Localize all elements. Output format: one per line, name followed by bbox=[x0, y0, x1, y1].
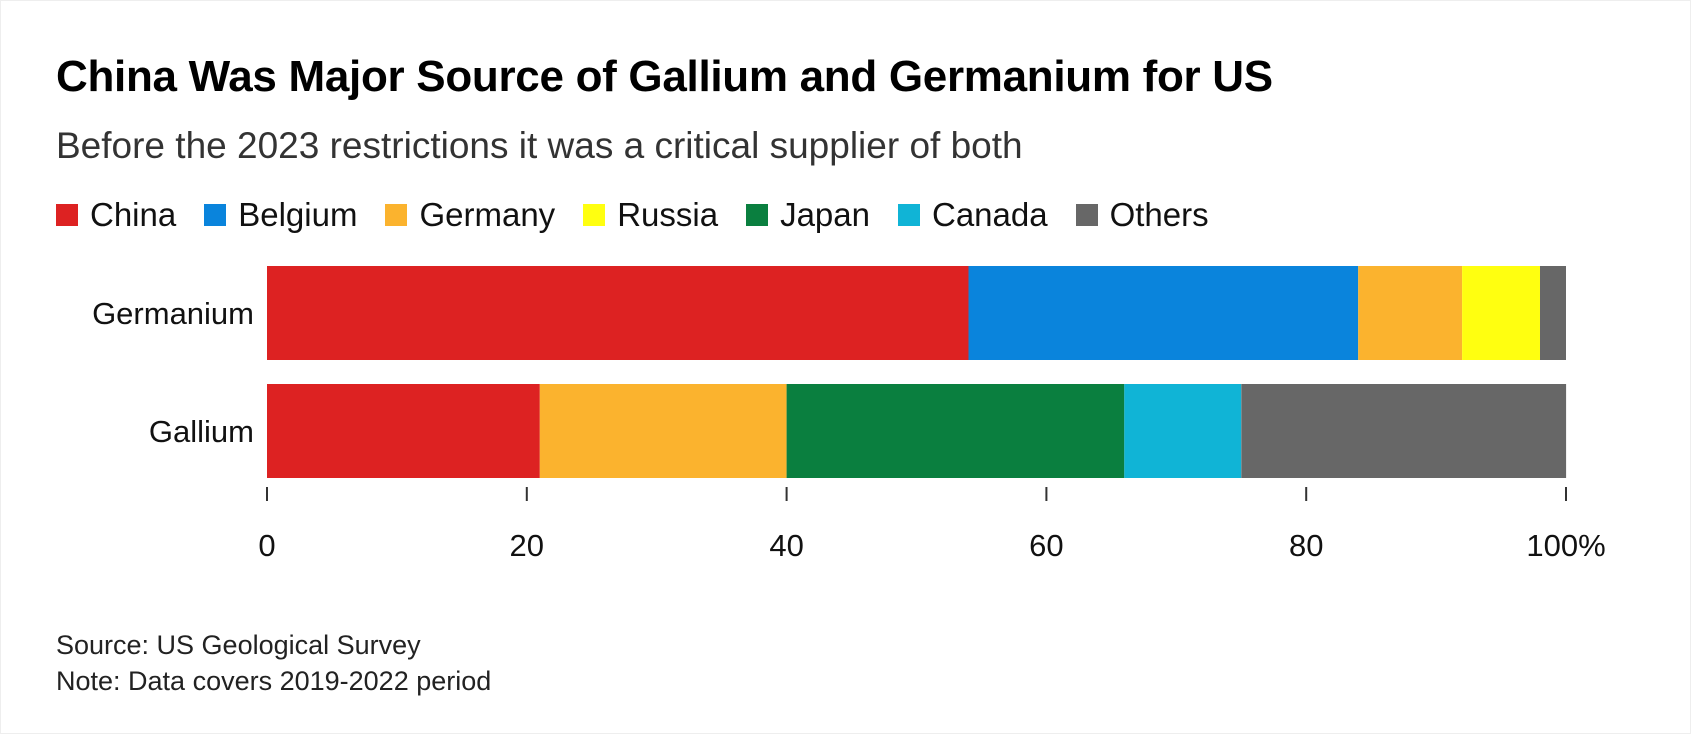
legend: China Belgium Germany Russia Japan Canad… bbox=[56, 196, 1209, 234]
data-note: Note: Data covers 2019-2022 period bbox=[56, 666, 492, 696]
legend-item-germany: Germany bbox=[385, 196, 555, 234]
bar-segment-gallium-china bbox=[267, 384, 540, 478]
legend-item-china: China bbox=[56, 196, 176, 234]
chart-title: China Was Major Source of Gallium and Ge… bbox=[56, 52, 1273, 101]
legend-label-china: China bbox=[90, 196, 177, 233]
legend-label-germany: Germany bbox=[419, 196, 556, 233]
legend-label-others: Others bbox=[1109, 196, 1209, 233]
bar-segment-germanium-others bbox=[1540, 266, 1566, 360]
legend-item-canada: Canada bbox=[897, 196, 1048, 234]
legend-item-others: Others bbox=[1075, 196, 1209, 234]
legend-swatch-belgium bbox=[204, 204, 227, 226]
chart-subtitle: Before the 2023 restrictions it was a cr… bbox=[56, 125, 1023, 166]
legend-item-russia: Russia bbox=[583, 196, 718, 234]
bar-segment-germanium-russia bbox=[1462, 266, 1540, 360]
legend-label-japan: Japan bbox=[780, 196, 870, 233]
category-label-germanium: Germanium bbox=[92, 296, 254, 331]
x-tick-label-40: 40 bbox=[769, 528, 803, 563]
bar-segment-gallium-canada bbox=[1124, 384, 1242, 478]
bar-segment-gallium-japan bbox=[786, 384, 1125, 478]
source-note: Source: US Geological Survey bbox=[56, 630, 421, 660]
bar-segment-gallium-others bbox=[1241, 384, 1567, 478]
legend-label-russia: Russia bbox=[617, 196, 719, 233]
legend-swatch-russia bbox=[583, 204, 606, 226]
x-tick-label-20: 20 bbox=[510, 528, 544, 563]
x-tick-label-60: 60 bbox=[1029, 528, 1063, 563]
legend-item-japan: Japan bbox=[746, 196, 870, 234]
legend-swatch-japan bbox=[746, 204, 769, 226]
bar-segment-germanium-belgium bbox=[968, 266, 1359, 360]
bar-segment-gallium-germany bbox=[539, 384, 787, 478]
bar-segment-germanium-china bbox=[267, 266, 969, 360]
legend-label-belgium: Belgium bbox=[238, 196, 358, 233]
x-tick-label-0: 0 bbox=[258, 528, 275, 563]
legend-item-belgium: Belgium bbox=[204, 196, 357, 234]
x-tick-label-80: 80 bbox=[1289, 528, 1323, 563]
legend-swatch-china bbox=[56, 204, 78, 226]
legend-swatch-others bbox=[1075, 204, 1098, 226]
x-tick-label-100: 100% bbox=[1526, 528, 1605, 563]
legend-swatch-germany bbox=[385, 204, 408, 226]
legend-label-canada: Canada bbox=[931, 196, 1048, 233]
category-label-gallium: Gallium bbox=[149, 414, 254, 449]
legend-swatch-canada bbox=[897, 204, 920, 226]
bar-segment-germanium-germany bbox=[1358, 266, 1463, 360]
